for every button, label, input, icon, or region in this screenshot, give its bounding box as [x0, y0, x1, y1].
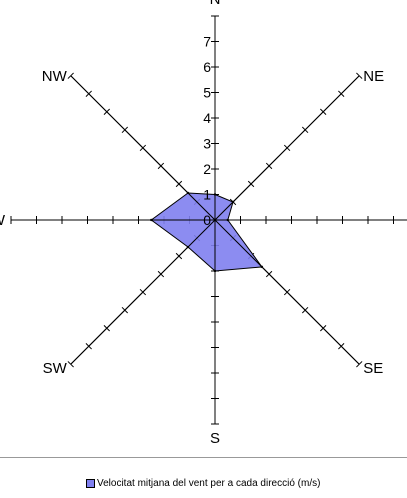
series-layer [11, 16, 407, 424]
axis-overlay-ne [214, 75, 360, 221]
direction-label-n: N [210, 0, 221, 8]
direction-label-w: W [0, 212, 6, 229]
scale-label-6: 6 [203, 59, 211, 75]
legend-label: Velocitat mitjana del vent per a cada di… [97, 477, 321, 489]
axis-overlay-nw [70, 75, 216, 221]
scale-label-3: 3 [203, 136, 211, 152]
scale-label-5: 5 [203, 85, 211, 101]
direction-label-se: SE [363, 360, 383, 377]
legend: Velocitat mitjana del vent per a cada di… [86, 476, 320, 490]
labels-layer: 01234567NNEESESSWWNW [0, 0, 384, 447]
axis-overlay-se [214, 219, 360, 365]
scale-label-2: 2 [203, 161, 211, 177]
scale-label-0: 0 [203, 212, 211, 228]
direction-label-ne: NE [363, 68, 384, 85]
scale-label-1: 1 [203, 187, 211, 203]
axis-overlay-sw [70, 219, 216, 365]
series-polygon-0 [150, 192, 263, 272]
scale-label-7: 7 [203, 34, 211, 50]
direction-label-s: S [210, 430, 220, 447]
direction-label-sw: SW [43, 360, 68, 377]
direction-label-nw: NW [42, 68, 68, 85]
legend-divider [0, 457, 407, 458]
legend-swatch [86, 478, 95, 488]
scale-label-4: 4 [203, 110, 211, 126]
